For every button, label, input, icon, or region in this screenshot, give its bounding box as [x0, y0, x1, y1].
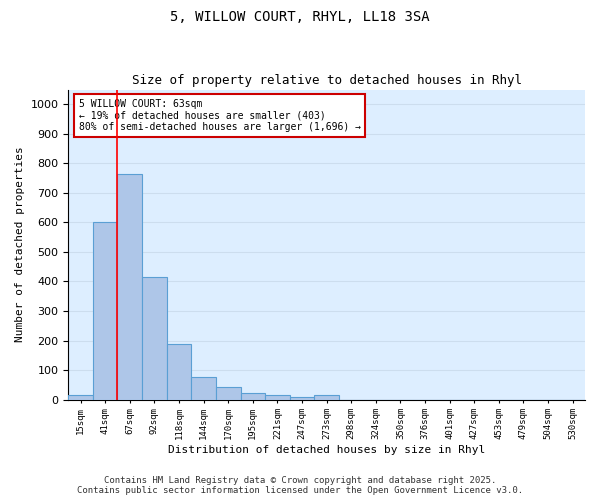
Y-axis label: Number of detached properties: Number of detached properties — [15, 146, 25, 342]
Title: Size of property relative to detached houses in Rhyl: Size of property relative to detached ho… — [131, 74, 521, 87]
Bar — [93, 222, 118, 400]
Text: 5, WILLOW COURT, RHYL, LL18 3SA: 5, WILLOW COURT, RHYL, LL18 3SA — [170, 10, 430, 24]
Bar — [216, 387, 241, 400]
Bar — [314, 395, 339, 400]
Bar — [265, 395, 290, 400]
Bar — [290, 396, 314, 400]
Bar — [167, 344, 191, 400]
Text: Contains HM Land Registry data © Crown copyright and database right 2025.
Contai: Contains HM Land Registry data © Crown c… — [77, 476, 523, 495]
Text: 5 WILLOW COURT: 63sqm
← 19% of detached houses are smaller (403)
80% of semi-det: 5 WILLOW COURT: 63sqm ← 19% of detached … — [79, 99, 361, 132]
Bar — [241, 393, 265, 400]
Bar — [191, 378, 216, 400]
Bar — [142, 277, 167, 400]
X-axis label: Distribution of detached houses by size in Rhyl: Distribution of detached houses by size … — [168, 445, 485, 455]
Bar — [118, 174, 142, 400]
Bar — [68, 395, 93, 400]
